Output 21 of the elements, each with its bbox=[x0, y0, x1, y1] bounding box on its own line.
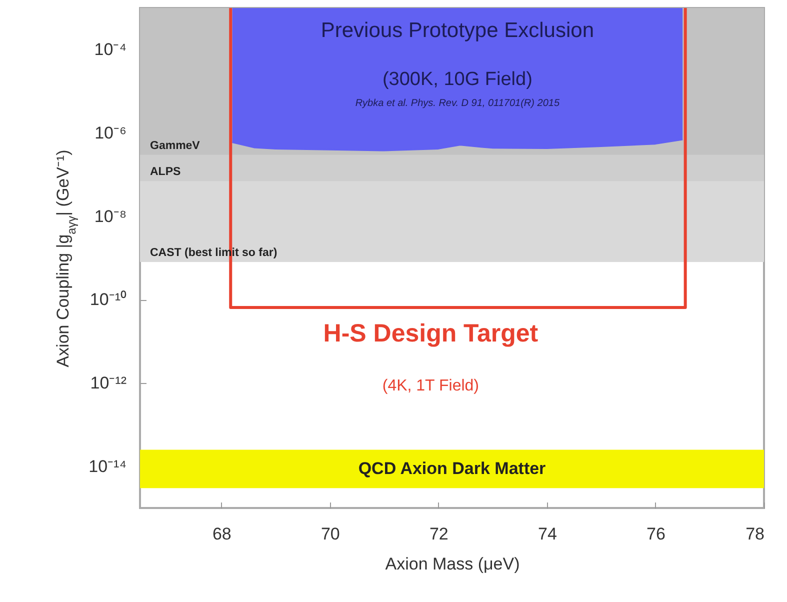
x-tick-label: 72 bbox=[429, 524, 448, 544]
band-label: GammeV bbox=[150, 140, 200, 152]
y-tick-label: 10⁻⁸ bbox=[94, 206, 126, 226]
annotation: Rybka et al. Phys. Rev. D 91, 011701(R) 2015 bbox=[355, 98, 560, 109]
x-tick-label: 76 bbox=[646, 524, 666, 544]
band-label: ALPS bbox=[150, 166, 181, 178]
x-axis-title: Axion Mass (μeV) bbox=[385, 554, 520, 574]
y-tick-label: 10⁻¹⁴ bbox=[88, 456, 126, 476]
y-tick-label: 10⁻¹⁰ bbox=[90, 290, 126, 310]
series-label: H-S Design Target bbox=[323, 319, 539, 348]
y-tick-label: 10⁻¹² bbox=[90, 374, 127, 392]
x-tick-label: 70 bbox=[320, 524, 340, 544]
x-tick-label: 78 bbox=[746, 524, 764, 544]
annotation: Previous Prototype Exclusion bbox=[320, 19, 594, 42]
y-tick-label: 10⁻⁴ bbox=[94, 40, 126, 60]
band-label: QCD Axion Dark Matter bbox=[358, 458, 546, 478]
annotation: (4K, 1T Field) bbox=[382, 377, 479, 394]
x-tick-label: 68 bbox=[212, 524, 232, 544]
y-tick-label: 10⁻⁶ bbox=[94, 124, 126, 142]
annotation: (300K, 10G Field) bbox=[382, 69, 532, 90]
x-tick-label: 74 bbox=[538, 524, 557, 544]
